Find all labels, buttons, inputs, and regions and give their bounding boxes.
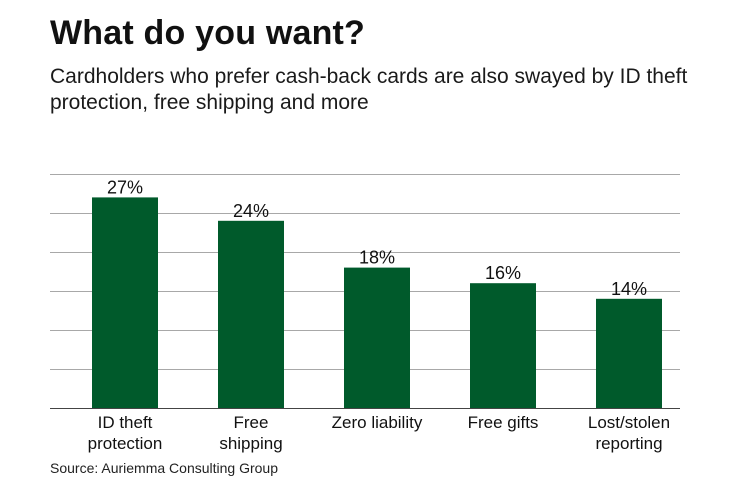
bar	[344, 267, 410, 408]
bar-value-label: 24%	[233, 201, 269, 221]
category-label: Free gifts	[468, 413, 539, 432]
bar	[218, 220, 284, 408]
label-layer: 27% ID theft protection 24% Free shipping 18% Z…	[88, 177, 670, 453]
category-label-line: protection	[88, 434, 163, 453]
bar	[92, 197, 158, 408]
bar-layer	[92, 197, 662, 408]
bar	[470, 283, 536, 408]
category-label: Lost/stolen reporting	[588, 413, 670, 453]
category-label-line: reporting	[595, 434, 662, 453]
category-label-line: Zero liability	[332, 413, 423, 432]
chart-subtitle: Cardholders who prefer cash-back cards a…	[50, 65, 688, 114]
category-label-line: Lost/stolen	[588, 413, 670, 432]
category-label: Free shipping	[219, 413, 282, 453]
category-label-line: shipping	[219, 434, 282, 453]
category-label: ID theft protection	[88, 413, 163, 453]
source-note: Source: Auriemma Consulting Group	[50, 460, 278, 476]
bar-value-label: 14%	[611, 279, 647, 299]
chart-title: What do you want?	[50, 14, 366, 52]
bar-value-label: 27%	[107, 177, 143, 197]
bar-value-label: 18%	[359, 248, 395, 268]
category-label-line: ID theft	[98, 413, 153, 432]
category-label-line: Free	[234, 413, 269, 432]
bar-value-label: 16%	[485, 263, 521, 283]
bar	[596, 298, 662, 408]
category-label-line: Free gifts	[468, 413, 539, 432]
category-label: Zero liability	[332, 413, 423, 432]
